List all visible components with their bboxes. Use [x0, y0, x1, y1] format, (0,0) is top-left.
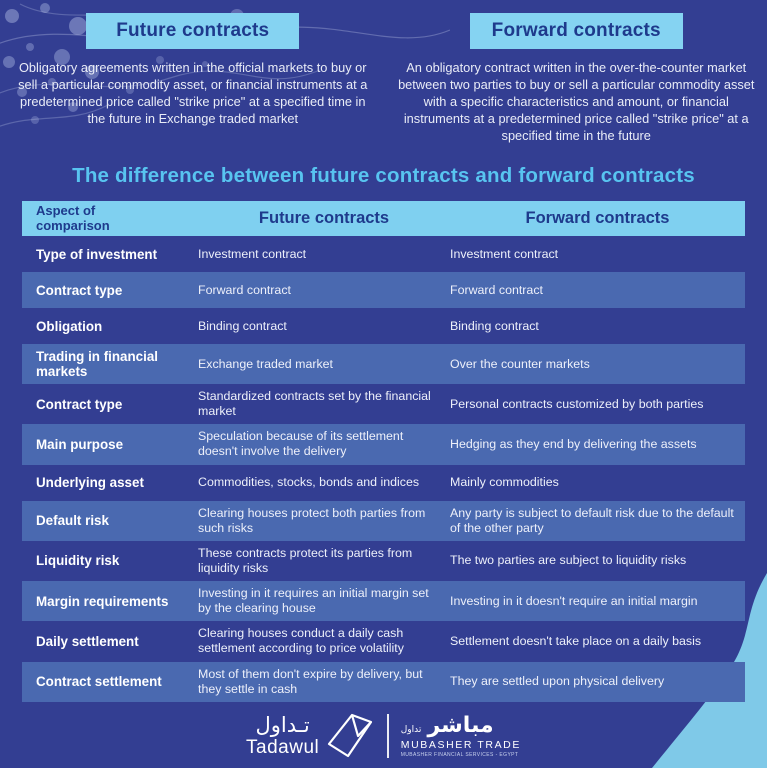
row-future-cell: Investment contract — [198, 246, 307, 261]
intro-section: Future contracts Obligatory agreements w… — [0, 0, 767, 144]
tadawul-arabic-wordmark: تـداول — [255, 713, 310, 737]
table-row: Contract type Forward contract Forward c… — [22, 272, 745, 309]
row-aspect: Trading in financial markets — [36, 349, 159, 380]
row-aspect: Contract settlement — [36, 674, 162, 690]
column-header-future: Future contracts — [258, 209, 390, 228]
row-forward-cell: Personal contracts customized by both pa… — [450, 396, 704, 411]
row-future-cell: Clearing houses protect both parties fro… — [198, 505, 426, 535]
table-row: Trading in financial markets Exchange tr… — [22, 344, 745, 385]
row-forward-cell: Binding contract — [450, 318, 539, 333]
row-future-cell: Clearing houses conduct a daily cash set… — [198, 626, 404, 656]
tadawul-latin-wordmark: Tadawul — [246, 736, 320, 758]
mubasher-tagline: MUBASHER FINANCIAL SERVICES - EGYPT — [400, 752, 519, 759]
table-row: Type of investment Investment contract I… — [22, 236, 745, 272]
row-future-cell: Most of them don't expire by delivery, b… — [198, 666, 423, 696]
row-forward-cell: The two parties are subject to liquidity… — [450, 553, 687, 568]
row-future-cell: Investing in it requires an initial marg… — [198, 586, 429, 616]
row-aspect: Obligation — [36, 318, 103, 334]
row-aspect: Contract type — [36, 396, 123, 412]
mubasher-logo: مباشر تداول MUBASHER TRADE MUBASHER FINA… — [400, 711, 521, 759]
row-future-cell: Speculation because of its settlement do… — [198, 429, 404, 459]
table-row: Margin requirements Investing in it requ… — [22, 581, 745, 622]
table-header-row: Aspect of comparison Future contracts Fo… — [22, 201, 745, 237]
table-row: Main purpose Speculation because of its … — [22, 424, 745, 465]
row-forward-cell: Settlement doesn't take place on a daily… — [450, 633, 702, 648]
row-aspect: Daily settlement — [36, 633, 139, 649]
mubasher-arabic-sub: تداول — [400, 723, 422, 734]
page-title: The difference between future contracts … — [72, 164, 695, 188]
row-future-cell: Forward contract — [198, 282, 291, 297]
row-aspect: Main purpose — [36, 436, 124, 452]
row-forward-cell: Any party is subject to default risk due… — [450, 505, 734, 535]
row-aspect: Liquidity risk — [36, 553, 120, 569]
forward-contracts-heading: Forward contracts — [469, 13, 683, 49]
mubasher-arabic-main: مباشر — [427, 711, 494, 737]
row-aspect: Type of investment — [36, 246, 158, 262]
table-row: Obligation Binding contract Binding cont… — [22, 308, 745, 344]
tadawul-mark-icon — [328, 713, 373, 757]
column-header-aspect: Aspect of comparison — [36, 203, 110, 233]
forward-contracts-description: An obligatory contract written in the ov… — [398, 60, 755, 144]
intro-forward: Forward contracts An obligatory contract… — [396, 13, 758, 144]
row-future-cell: Exchange traded market — [198, 356, 333, 371]
row-future-cell: Binding contract — [198, 318, 287, 333]
column-header-forward: Forward contracts — [525, 209, 670, 228]
comparison-table: Aspect of comparison Future contracts Fo… — [22, 201, 745, 702]
table-row: Contract type Standardized contracts set… — [22, 384, 745, 424]
row-forward-cell: Forward contract — [450, 282, 543, 297]
row-forward-cell: Over the counter markets — [450, 356, 590, 371]
footer-logos: تـداول Tadawul مباشر تداول MUBASHER TRAD… — [0, 711, 767, 761]
row-forward-cell: Investment contract — [450, 246, 559, 261]
intro-future: Future contracts Obligatory agreements w… — [12, 13, 374, 144]
row-forward-cell: Mainly commodities — [450, 475, 559, 490]
row-aspect: Margin requirements — [36, 593, 169, 609]
table-row: Daily settlement Clearing houses conduct… — [22, 621, 745, 661]
tadawul-logo: تـداول Tadawul — [246, 715, 319, 757]
row-future-cell: Standardized contracts set by the financ… — [198, 389, 431, 419]
future-contracts-description: Obligatory agreements written in the off… — [18, 60, 368, 127]
row-future-cell: These contracts protect its parties from… — [198, 545, 413, 575]
table-row: Contract settlement Most of them don't e… — [22, 661, 745, 702]
row-aspect: Contract type — [36, 282, 123, 298]
row-forward-cell: Hedging as they end by delivering the as… — [450, 436, 697, 451]
row-aspect: Underlying asset — [36, 475, 144, 491]
row-forward-cell: They are settled upon physical delivery — [450, 674, 665, 689]
logo-separator — [387, 713, 389, 758]
table-row: Liquidity risk These contracts protect i… — [22, 541, 745, 581]
future-contracts-heading: Future contracts — [86, 13, 300, 49]
row-future-cell: Commodities, stocks, bonds and indices — [198, 475, 420, 490]
row-aspect: Default risk — [36, 513, 109, 529]
table-row: Default risk Clearing houses protect bot… — [22, 500, 745, 541]
mubasher-arabic-wordmark: مباشر تداول — [400, 711, 521, 737]
mubasher-latin-wordmark: MUBASHER TRADE — [400, 738, 521, 751]
table-row: Underlying asset Commodities, stocks, bo… — [22, 465, 745, 501]
row-forward-cell: Investing in it doesn't require an initi… — [450, 593, 698, 608]
